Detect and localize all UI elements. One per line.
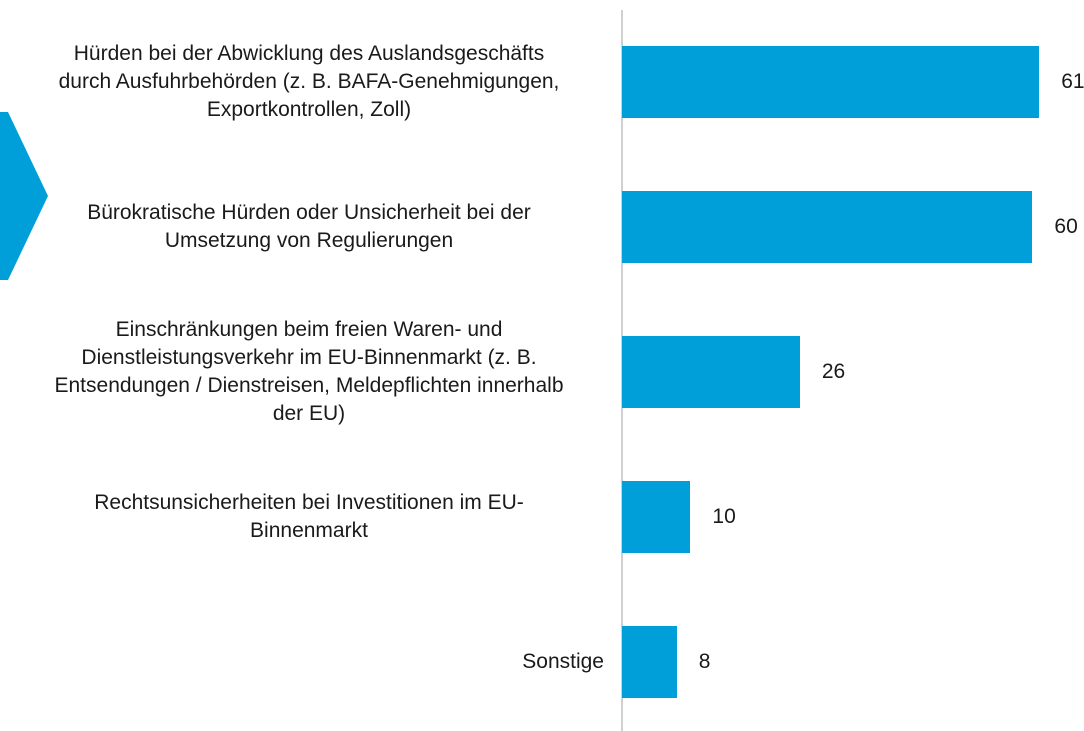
value-label: 26 [821,360,846,383]
value-label: 10 [712,505,736,528]
bar [622,191,1033,263]
bar [622,336,800,408]
bar [622,481,691,553]
value-label: 8 [698,650,711,673]
category-label: Bürokratische Hürden oder Unsicherheit b… [87,201,531,252]
category-label: Sonstige [522,650,604,673]
value-label: 61 [1061,70,1084,93]
bar [622,46,1040,118]
value-label: 60 [1054,215,1078,238]
decor-chevron [0,112,48,280]
category-label: Einschränkungen beim freien Waren- und D… [54,318,564,425]
bar [622,626,677,698]
category-label: Rechtsunsicherheiten bei Investitionen i… [94,491,524,542]
category-label: Hürden bei der Abwicklung des Auslandsge… [58,42,560,121]
